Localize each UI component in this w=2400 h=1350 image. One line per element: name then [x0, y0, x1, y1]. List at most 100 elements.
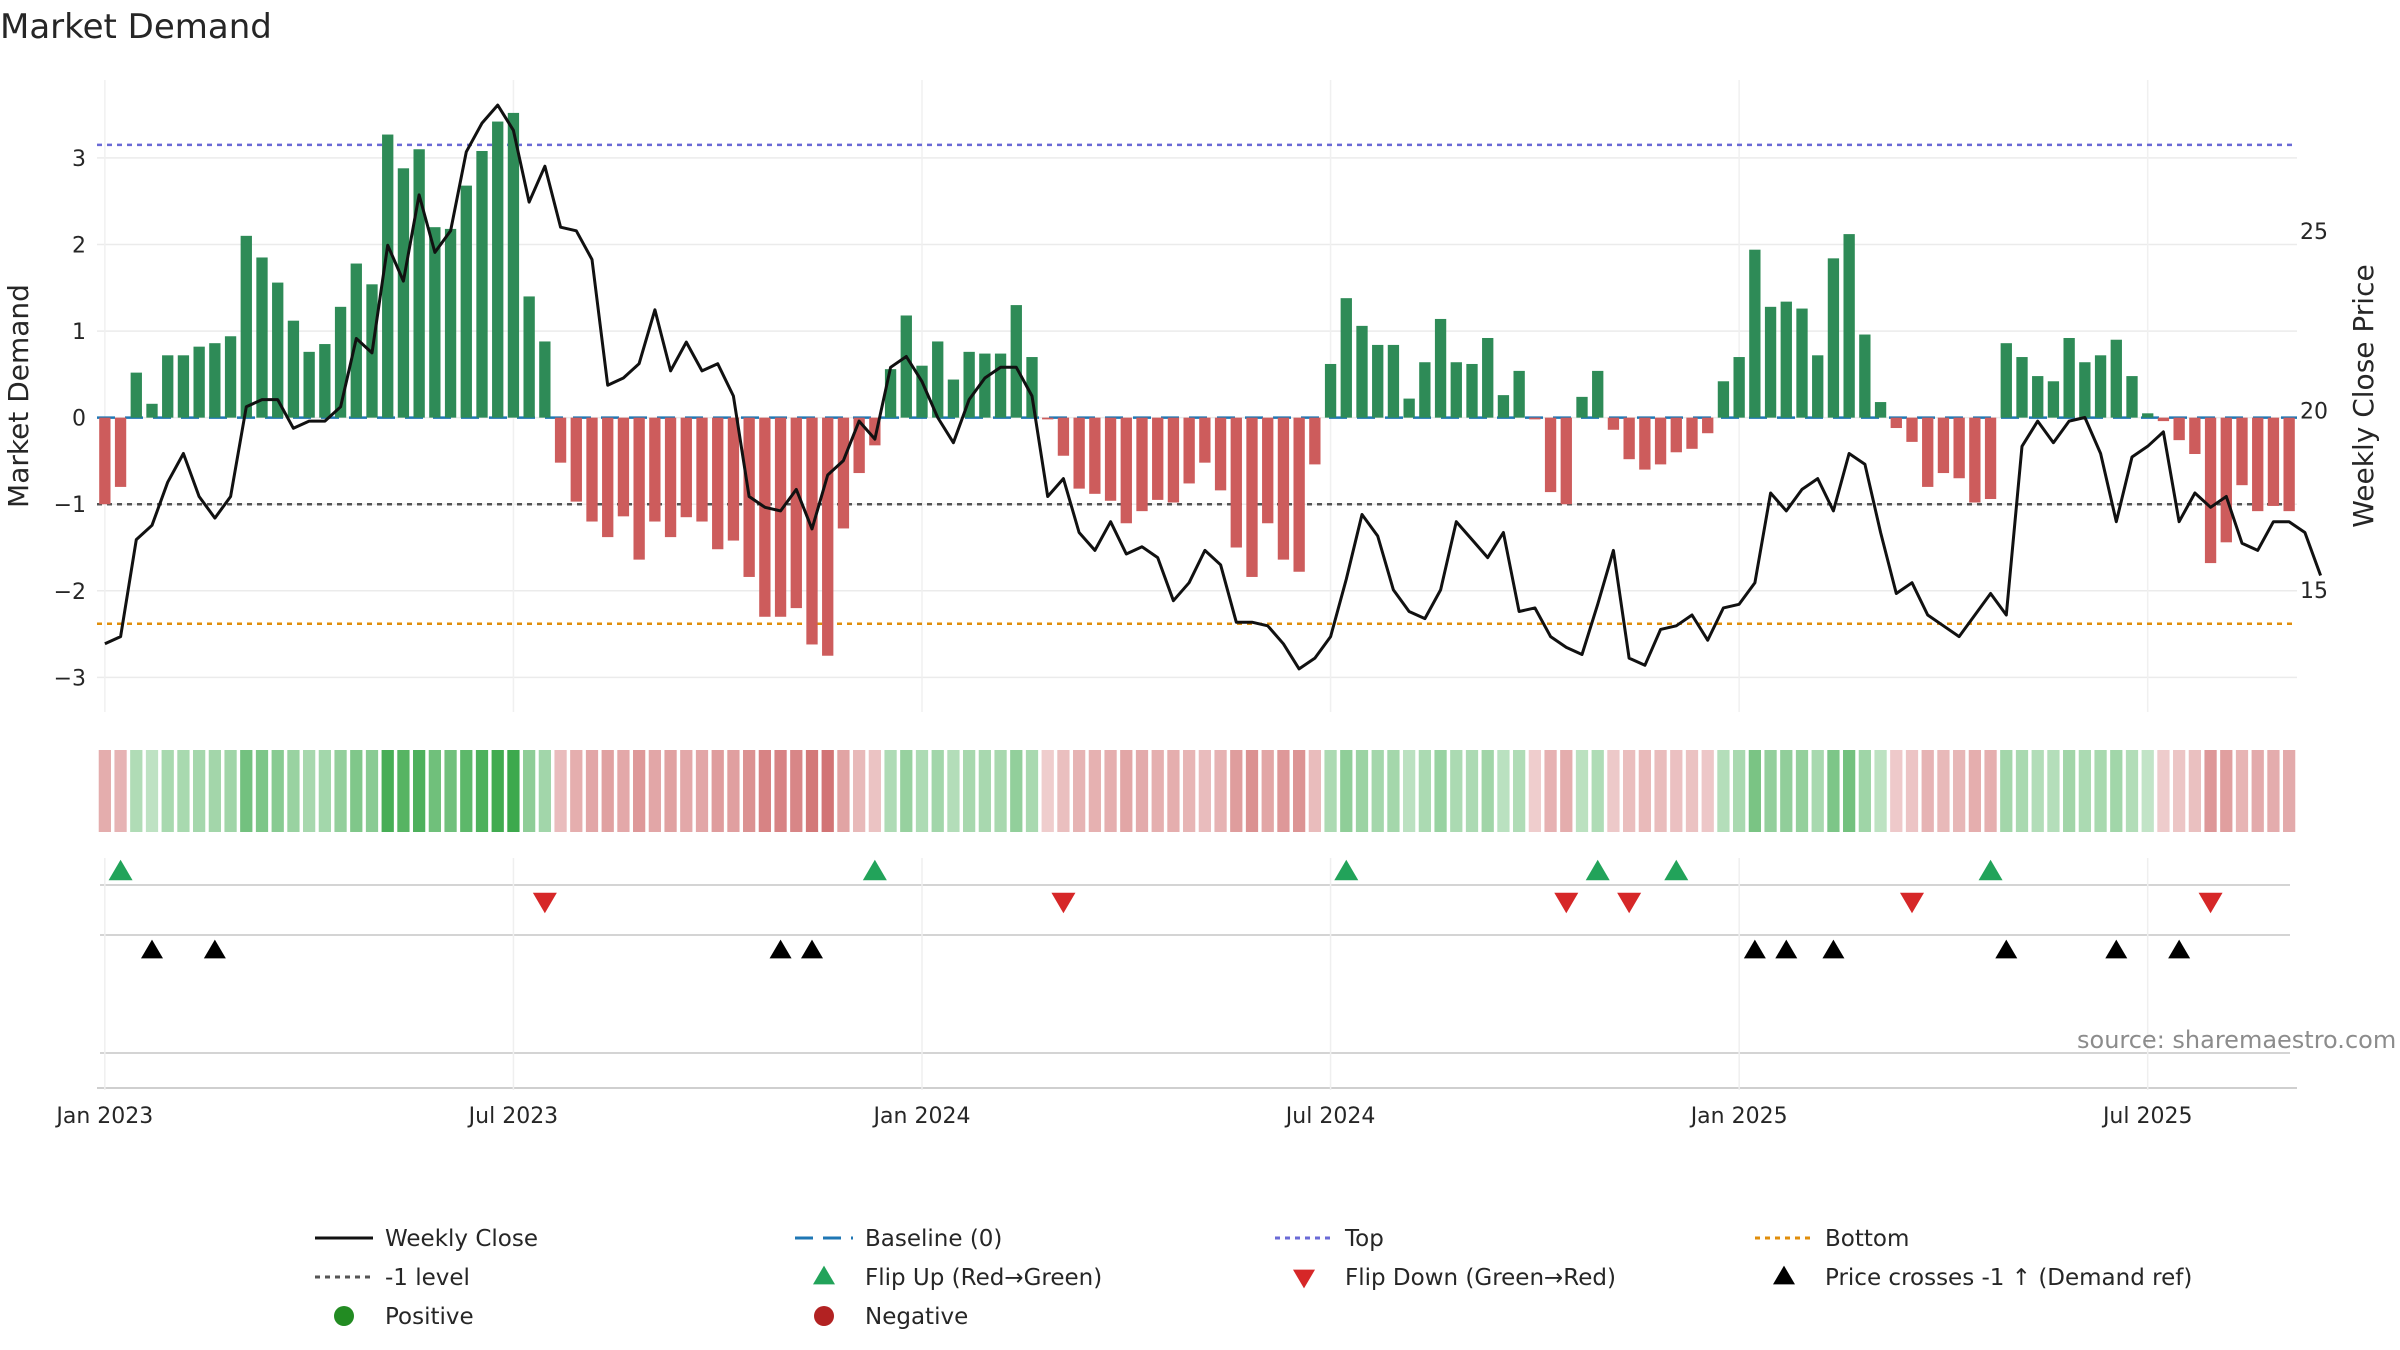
- demand-bar: [1010, 305, 1022, 418]
- demand-bar: [602, 417, 614, 538]
- heat-cell: [1921, 750, 1934, 832]
- heat-cell: [1073, 750, 1086, 832]
- demand-bar: [633, 417, 645, 560]
- demand-bar: [1356, 325, 1368, 418]
- heat-cell: [271, 750, 284, 832]
- demand-bar: [1246, 417, 1258, 577]
- demand-bar: [916, 365, 928, 418]
- demand-bar: [272, 282, 284, 418]
- right-tick-label: 25: [2300, 220, 2328, 245]
- demand-bar: [162, 355, 174, 418]
- chart-title: Market Demand: [0, 7, 272, 47]
- demand-bar: [2094, 355, 2107, 418]
- heat-cell: [130, 750, 143, 832]
- heat-cell: [523, 750, 536, 832]
- heat-cell: [1010, 750, 1023, 832]
- heat-cell: [947, 750, 960, 832]
- demand-bar: [146, 403, 158, 418]
- heat-cell: [1403, 750, 1416, 832]
- heat-cell: [1528, 750, 1541, 832]
- demand-bar: [476, 150, 488, 418]
- demand-bar: [1843, 234, 1855, 418]
- heat-cell: [1230, 750, 1243, 832]
- demand-bar: [2032, 376, 2044, 418]
- demand-bar: [1529, 417, 1541, 420]
- heat-cell: [868, 750, 881, 832]
- reference-lines: [97, 143, 2297, 625]
- heat-cell: [1984, 750, 1997, 832]
- demand-bar: [2079, 362, 2091, 418]
- heat-cell: [2000, 750, 2013, 832]
- heat-cell: [1811, 750, 1824, 832]
- heat-cell: [240, 750, 253, 832]
- demand-bar: [1937, 417, 1950, 474]
- legend-price-cross-label: Price crosses -1 ↑ (Demand ref): [1825, 1265, 2192, 1291]
- demand-bar: [712, 417, 724, 550]
- weekly-close-line: [104, 103, 2323, 671]
- demand-bar: [554, 417, 567, 463]
- heat-cell: [397, 750, 410, 832]
- demand-bar: [444, 228, 457, 418]
- legend-bottom-label: Bottom: [1825, 1226, 1909, 1252]
- heat-cell: [727, 750, 740, 832]
- demand-bar: [1796, 308, 1808, 418]
- heat-cell: [617, 750, 630, 832]
- heat-cell: [1623, 750, 1636, 832]
- price-series: [104, 103, 2323, 671]
- heat-cell: [2283, 750, 2296, 832]
- demand-bar: [1340, 298, 1352, 418]
- heat-cell: [1450, 750, 1463, 832]
- legend-weekly-close-label: Weekly Close: [385, 1226, 538, 1252]
- demand-bar: [287, 320, 300, 418]
- demand-bar: [979, 353, 991, 418]
- price-cross-marker: [203, 939, 226, 959]
- demand-bar: [617, 417, 630, 517]
- demand-bar: [774, 417, 787, 617]
- demand-bar: [1372, 344, 1384, 418]
- heat-cell: [1261, 750, 1274, 832]
- demand-bar: [413, 149, 425, 418]
- heat-cell: [1293, 750, 1306, 832]
- demand-bar: [963, 351, 975, 418]
- heat-cell: [585, 750, 599, 832]
- heat-cell: [978, 750, 991, 832]
- heat-cell: [193, 750, 206, 832]
- demand-bar: [1309, 417, 1321, 465]
- legend: Weekly Close Baseline (0) Top Bottom -1 leve…: [315, 1226, 2192, 1330]
- heat-cell: [680, 750, 693, 832]
- heat-cell: [98, 750, 111, 832]
- heat-cell: [1513, 750, 1526, 832]
- heat-cell: [2125, 750, 2139, 832]
- demand-bar: [2063, 337, 2075, 418]
- x-tick-label: Jul 2024: [1284, 1104, 1376, 1129]
- heat-cell: [2094, 750, 2107, 832]
- demand-bar: [2204, 417, 2217, 564]
- demand-bar: [1827, 258, 1840, 418]
- heat-cell: [1324, 750, 1337, 832]
- legend-flip-up-swatch: [813, 1265, 835, 1285]
- demand-bar: [177, 355, 190, 418]
- heat-cell: [1953, 750, 1966, 832]
- heat-cell: [601, 750, 614, 832]
- demand-bar: [1764, 306, 1777, 418]
- heat-cell: [1780, 750, 1793, 832]
- left-tick-label: 2: [72, 233, 86, 258]
- demand-bar: [2283, 417, 2295, 512]
- heat-cell: [1560, 750, 1573, 832]
- demand-bar: [1419, 362, 1431, 418]
- heat-cell: [1654, 750, 1667, 832]
- flip-down-marker: [2198, 892, 2223, 914]
- demand-bar: [932, 341, 944, 418]
- demand-bar: [130, 372, 142, 418]
- price-cross-marker: [1775, 939, 1798, 959]
- heat-cell: [774, 750, 787, 832]
- heat-cell: [334, 750, 347, 832]
- flip-down-marker: [1617, 892, 1642, 914]
- demand-bar: [1984, 417, 1997, 500]
- demand-bar: [822, 417, 834, 656]
- flip-up-marker: [862, 859, 887, 881]
- heat-cell: [2251, 750, 2264, 832]
- legend-positive-label: Positive: [385, 1304, 474, 1330]
- demand-bars: [99, 112, 2295, 656]
- demand-bar: [586, 417, 598, 522]
